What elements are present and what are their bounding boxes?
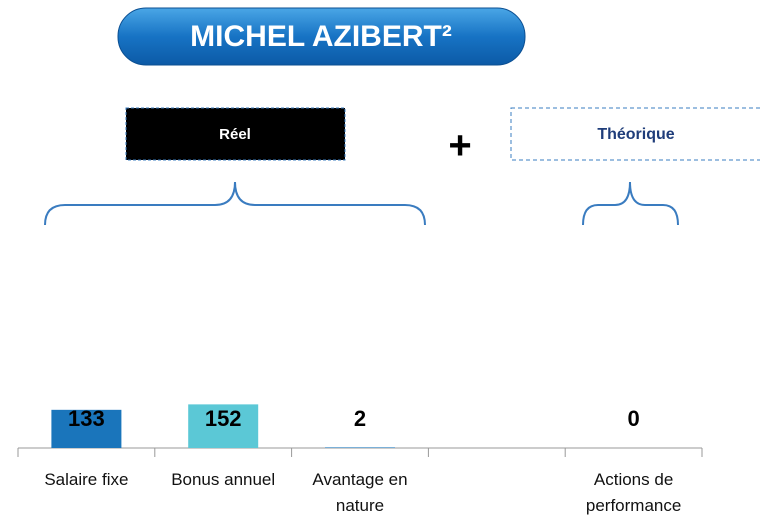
bar	[325, 447, 395, 448]
brace	[44, 181, 426, 226]
x-tick-label: Bonus annuel	[171, 470, 276, 489]
value-label: 0	[627, 406, 639, 431]
bar	[51, 409, 122, 448]
value-label: 133	[68, 406, 105, 431]
x-tick-label: Avantage en nature	[312, 470, 408, 515]
theoretical-label: Théorique	[597, 126, 674, 143]
x-tick-label: Salaire fixe	[44, 470, 129, 489]
title: MICHEL AZIBERT²	[190, 20, 452, 53]
real-box	[125, 107, 346, 161]
real-label: Réel	[219, 126, 251, 143]
value-label: 2	[354, 406, 366, 431]
value-label: 152	[205, 406, 242, 431]
plus: +	[448, 124, 471, 168]
theoretical-box	[510, 107, 760, 161]
title-pill	[117, 7, 526, 66]
brace	[582, 181, 679, 226]
x-tick-label: Actions de performance	[585, 470, 682, 515]
bar	[188, 404, 259, 448]
